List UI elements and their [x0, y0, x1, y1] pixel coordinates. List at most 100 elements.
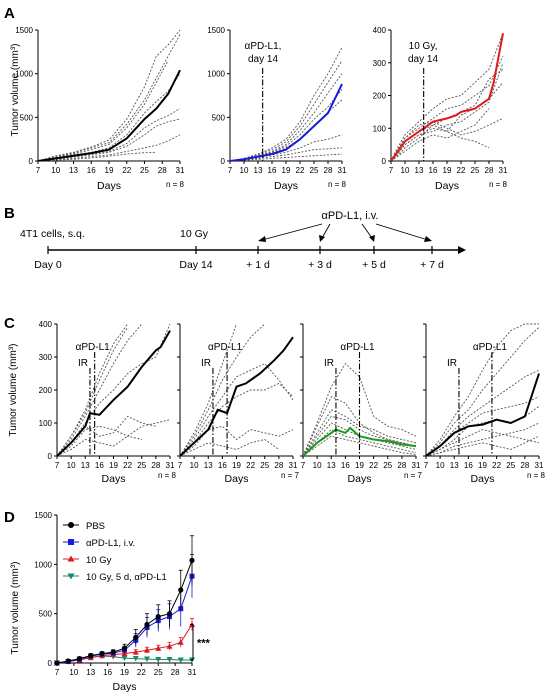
- panel-a0-x-tick-label: 25: [140, 166, 149, 175]
- panel-c1-x-tick-label: 13: [204, 461, 213, 470]
- panel-c0-x-tick-label: 31: [166, 461, 175, 470]
- legend-label-combo: 10 Gy, 5 d, αPD-L1: [86, 572, 167, 583]
- panel-a-chart-apdl1: αPD-L1, day 14 0 500 1000 1500 7 10 13 16 19 22 25…: [207, 26, 347, 192]
- panel-a1-x-tick-label: 7: [228, 166, 233, 175]
- panel-c3-x-tick-label: 16: [464, 461, 473, 470]
- data-point-combo: [132, 656, 139, 662]
- data-point-pbs: [121, 645, 128, 651]
- panel-a-ylabel: Tumor volume (mm³): [10, 44, 21, 137]
- panel-a1-y-tick-label: 500: [212, 113, 226, 122]
- panel-c0-y-tick-label: 400: [39, 320, 53, 329]
- individual-tumor-line: [38, 34, 181, 161]
- series-pbs: [54, 535, 195, 666]
- panel-a1-x-tick-label: 16: [268, 166, 277, 175]
- panel-c0-x-tick-label: 16: [95, 461, 104, 470]
- individual-tumor-line: [303, 435, 417, 456]
- mean-tumor-line: [303, 426, 417, 456]
- panel-c2-plot-area: [303, 362, 417, 456]
- panel-a1-xlabel: Days: [274, 180, 298, 192]
- individual-tumor-line: [391, 33, 504, 161]
- mean-tumor-line: [426, 373, 540, 456]
- panel-a0-y-tick-label: 0: [29, 157, 34, 166]
- panel-c-chart-3: 7 10 13 16 19 22 25 28 31 IR αPD-L1 Days n = 7: [300, 323, 423, 485]
- panel-a0-y-tick-label: 500: [20, 113, 34, 122]
- pdl1-label: αPD-L1: [76, 342, 111, 353]
- individual-tumor-line: [57, 415, 157, 456]
- panel-a0-x-tick-label: 16: [87, 166, 96, 175]
- individual-tumor-line: [57, 419, 171, 456]
- panel-c0-x-tick-label: 7: [55, 461, 60, 470]
- injection-arrow-1d: [261, 223, 323, 241]
- panel-c-ylabel: Tumor volume (mm³): [8, 344, 19, 437]
- individual-tumor-line: [38, 134, 181, 161]
- injection-arrowhead-7d: [424, 236, 432, 242]
- data-point-pbs: [54, 660, 60, 666]
- panel-a1-x-tick-label: 13: [254, 166, 263, 175]
- ir-label: IR: [324, 358, 334, 369]
- legend-item-apdl1: αPD-L1, i.v.: [63, 538, 135, 549]
- panel-c3-x-tick-label: 10: [436, 461, 445, 470]
- panel-d-x-tick-label: 28: [171, 668, 180, 677]
- legend-label-pbs: PBS: [86, 521, 105, 532]
- panel-a2-n-label: n = 8: [489, 180, 508, 189]
- data-point-10gy: [132, 649, 139, 655]
- panel-d-legend: PBS αPD-L1, i.v. 10 Gy 10 Gy, 5 d, αPD-L…: [63, 521, 167, 583]
- injection-arrow-7d: [375, 223, 429, 241]
- data-point-combo: [177, 657, 184, 664]
- data-point-pbs: [99, 651, 105, 657]
- panel-c0-y-tick-label: 0: [48, 452, 53, 461]
- data-point-pbs: [189, 557, 195, 563]
- individual-tumor-line: [57, 425, 142, 456]
- data-point-combo: [155, 657, 162, 663]
- individual-tumor-line: [180, 382, 294, 456]
- panel-a2-x-tick-label: 7: [389, 166, 394, 175]
- panel-a1-y-tick-label: 1500: [207, 26, 225, 35]
- panel-c0-x-tick-label: 10: [67, 461, 76, 470]
- data-point-10gy: [155, 645, 162, 651]
- individual-tumor-line: [426, 326, 540, 456]
- panel-a1-x-tick-label: 25: [310, 166, 319, 175]
- data-point-combo: [121, 655, 128, 662]
- annotation-apdl1-line1: αPD-L1,: [245, 41, 282, 52]
- panel-a0-x-tick-label: 28: [158, 166, 167, 175]
- mean-tumor-line: [38, 69, 181, 161]
- panel-c2-x-tick-label: 13: [327, 461, 336, 470]
- data-point-pbs: [155, 614, 161, 620]
- panel-d-x-tick-label: 22: [137, 668, 146, 677]
- panel-d-y-tick-label: 0: [48, 659, 53, 668]
- mean-tumor-line: [57, 330, 171, 456]
- panel-d-y-tick-label: 1500: [34, 511, 52, 520]
- panel-c2-x-tick-label: 7: [301, 461, 306, 470]
- panel-d-chart: Tumor volume (mm³) 0 500 1000 1500 7 10 13 16 19…: [10, 511, 211, 693]
- panel-c1-x-tick-label: 28: [274, 461, 283, 470]
- data-point-10gy: [177, 639, 184, 645]
- panel-a2-x-tick-label: 19: [443, 166, 452, 175]
- panel-a0-y-tick-label: 1000: [15, 70, 33, 79]
- timeline-plus1d: + 1 d: [246, 259, 270, 271]
- injection-arrow-3d: [321, 223, 331, 239]
- panel-c0-n-label: n = 8: [158, 471, 177, 480]
- panel-c1-plot-area: [180, 323, 294, 456]
- panel-c3-x-tick-label: 13: [450, 461, 459, 470]
- data-point-pbs: [65, 658, 71, 664]
- panel-c3-x-tick-label: 28: [520, 461, 529, 470]
- data-point-combo: [166, 657, 173, 663]
- pdl1-label: αPD-L1: [340, 342, 375, 353]
- mean-tumor-line: [391, 33, 504, 161]
- panel-a1-x-tick-label: 28: [324, 166, 333, 175]
- timeline-drug-label: αPD-L1, i.v.: [322, 210, 379, 222]
- data-point-pbs: [88, 653, 94, 659]
- panel-a2-y-tick-label: 400: [373, 26, 387, 35]
- panel-a0-x-tick-label: 19: [105, 166, 114, 175]
- panel-c3-xlabel: Days: [471, 473, 495, 485]
- panel-a2-plot-area: [391, 33, 504, 161]
- panel-c1-x-tick-label: 7: [178, 461, 183, 470]
- mean-tumor-line: [180, 336, 294, 456]
- timeline-day0: Day 0: [34, 259, 62, 271]
- panel-a2-x-tick-label: 28: [485, 166, 494, 175]
- individual-tumor-line: [38, 60, 169, 161]
- panel-c1-x-tick-label: 19: [232, 461, 241, 470]
- panel-c-charts: Tumor volume (mm³) 0 100 200 300 400 7 10 13 16 1…: [8, 320, 546, 485]
- panel-a0-x-tick-label: 22: [122, 166, 131, 175]
